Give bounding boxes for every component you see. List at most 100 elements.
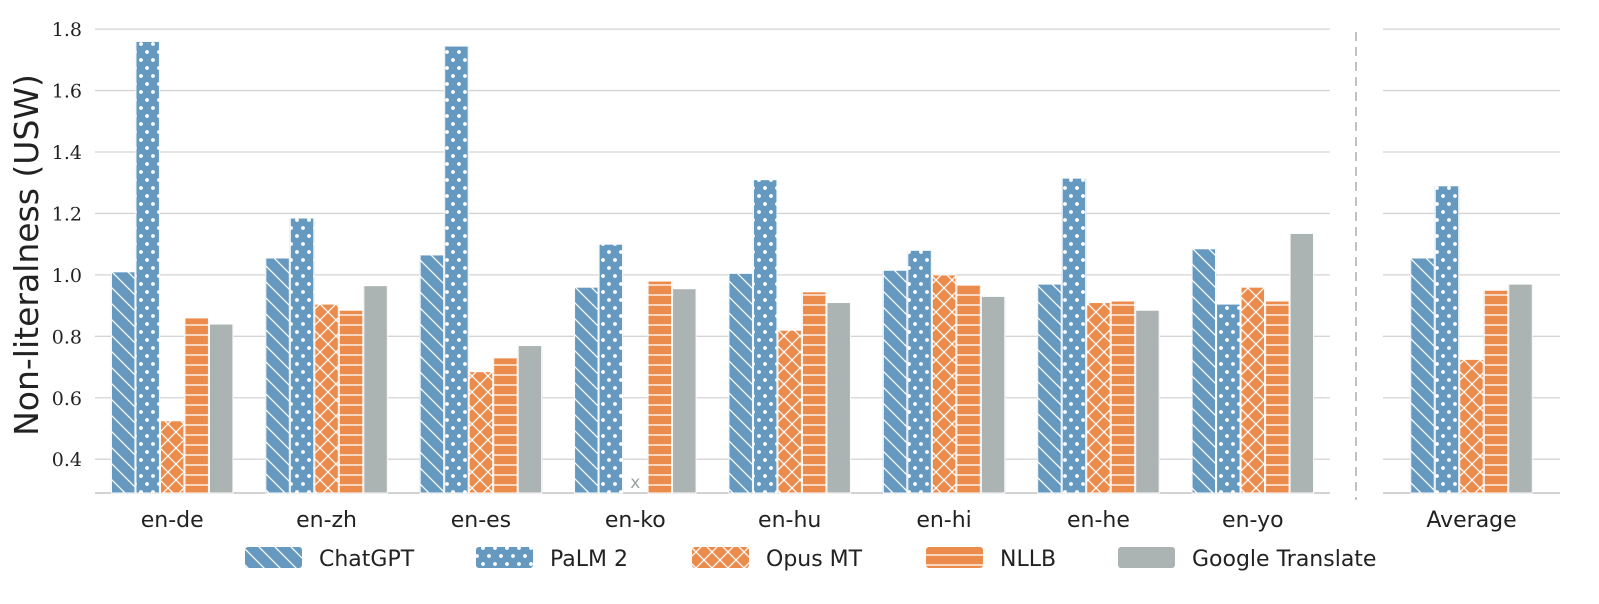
bar-hatch-opus-mt-en-hu xyxy=(777,330,802,493)
bar-hatch-palm-2-en-hi xyxy=(907,250,932,493)
legend-label-opus-mt: Opus MT xyxy=(766,547,863,572)
bar-edge xyxy=(777,329,802,494)
bar-hatch-nllb-en-de xyxy=(184,317,209,493)
bar-edge xyxy=(647,280,673,494)
y-tick-label: 1.4 xyxy=(52,142,82,164)
bar-edge xyxy=(1037,283,1062,494)
bar-edge xyxy=(314,303,339,494)
legend-label-palm-2: PaLM 2 xyxy=(550,547,628,572)
bar-hatch-opus-mt-average xyxy=(1459,359,1484,493)
bar-google-translate-en-ko xyxy=(672,288,697,493)
bar-edge xyxy=(931,274,957,494)
bar-hatch-opus-mt-en-hi xyxy=(931,274,957,493)
x-tick-label: en-yo xyxy=(1222,508,1284,533)
y-tick-label: 0.6 xyxy=(52,388,82,410)
bar-edge xyxy=(1086,302,1111,494)
bar-edge xyxy=(468,371,494,494)
bar-edge xyxy=(826,302,851,494)
bar-hatch-nllb-en-he xyxy=(1110,301,1136,493)
label-layer: 0.4 0.6 0.8 1.0 1.2 1.4 1.6 1.8 en-de en-zh en-es e… xyxy=(52,19,1517,533)
y-tick-label: 1.0 xyxy=(52,265,82,287)
bar-edge xyxy=(265,257,290,494)
legend-label-nllb: NLLB xyxy=(1000,547,1056,572)
bar-edge xyxy=(110,271,136,494)
bar-google-translate-average xyxy=(1508,284,1533,493)
bar-edge xyxy=(1191,248,1217,494)
bar-hatch-nllb-en-es xyxy=(493,357,518,493)
bar-edge xyxy=(1508,283,1533,494)
bar-hatch-nllb-en-yo xyxy=(1265,301,1290,493)
bar-edge xyxy=(1135,309,1160,494)
bar-edge xyxy=(980,295,1006,494)
y-tick-label: 0.4 xyxy=(52,449,82,471)
bar-hatch-chatgpt-en-hi xyxy=(882,270,908,493)
x-tick-label: en-hi xyxy=(916,508,971,533)
bar-google-translate-en-he xyxy=(1135,310,1160,493)
bar-hatch-chatgpt-en-ko xyxy=(574,287,599,493)
bar-hatch-nllb-en-hu xyxy=(801,291,827,493)
missing-value-mark: x xyxy=(630,473,640,493)
bar-hatch-palm-2-average xyxy=(1434,185,1460,493)
bar-edge xyxy=(289,217,315,494)
bar-edge xyxy=(728,272,753,494)
bar-google-translate-en-hu xyxy=(826,302,851,493)
x-tick-label: en-ko xyxy=(605,508,666,533)
bar-edge xyxy=(882,269,908,494)
bar-edge xyxy=(672,288,697,494)
bar-google-translate-en-de xyxy=(208,324,234,493)
bar-google-translate-en-es xyxy=(517,345,543,493)
bar-hatch-nllb-en-hi xyxy=(956,284,981,493)
legend-swatch-google-translate xyxy=(1118,547,1175,568)
bar-hatch-palm-2-en-de xyxy=(135,41,160,494)
y-tick-label: 1.8 xyxy=(52,19,82,41)
bar-edge xyxy=(1265,300,1290,494)
bar-hatch-nllb-en-zh xyxy=(338,310,364,493)
bar-hatch-chatgpt-en-zh xyxy=(265,258,290,493)
bar-hatch-opus-mt-en-zh xyxy=(314,304,339,493)
bar-hatch-opus-mt-en-de xyxy=(159,420,185,493)
bar-edge xyxy=(135,40,160,494)
bar-edge xyxy=(1289,232,1315,494)
y-axis-title: Non-literalness (USW) xyxy=(7,74,46,436)
bar-edge xyxy=(1110,300,1136,494)
bar-edge xyxy=(1483,289,1509,494)
bar-hatch-chatgpt-en-yo xyxy=(1191,248,1217,493)
bar-hatch-palm-2-en-he xyxy=(1061,178,1087,493)
bar-edge xyxy=(419,254,445,494)
x-tick-label-average: Average xyxy=(1426,508,1516,533)
bar-hatch-palm-2-en-ko xyxy=(598,244,624,493)
legend-swatch-hatch-opus-mt xyxy=(692,547,749,568)
bar-edge xyxy=(598,243,624,494)
x-tick-label: en-es xyxy=(451,508,511,533)
y-tick-label: 0.8 xyxy=(52,326,82,348)
legend-label-chatgpt: ChatGPT xyxy=(319,547,415,572)
x-tick-label: en-zh xyxy=(296,508,357,533)
bar-edge xyxy=(907,249,932,494)
bar-hatch-opus-mt-en-he xyxy=(1086,302,1111,493)
bar-layer: x xyxy=(110,40,1533,494)
bar-hatch-chatgpt-average xyxy=(1410,258,1435,493)
bar-hatch-opus-mt-en-yo xyxy=(1240,287,1266,493)
bar-hatch-chatgpt-en-de xyxy=(110,271,136,493)
bar-edge xyxy=(1410,257,1435,494)
legend-label-google-translate: Google Translate xyxy=(1192,547,1376,572)
bar-edge xyxy=(493,357,518,494)
legend: ChatGPT PaLM 2 Opus MT NLLB Google Translate xyxy=(245,547,1376,572)
x-tick-label: en-he xyxy=(1067,508,1130,533)
legend-swatch-hatch-palm-2 xyxy=(476,547,533,568)
bar-hatch-palm-2-en-yo xyxy=(1216,304,1241,493)
bar-google-translate-en-zh xyxy=(363,285,388,493)
bar-edge xyxy=(363,285,388,494)
bar-google-translate-en-hi xyxy=(980,296,1006,493)
bar-hatch-nllb-en-ko xyxy=(647,281,673,493)
bar-hatch-chatgpt-en-hu xyxy=(728,273,753,493)
bar-hatch-palm-2-en-hu xyxy=(752,179,778,493)
bar-edge xyxy=(956,283,981,494)
bar-edge xyxy=(752,179,778,494)
bar-google-translate-en-yo xyxy=(1289,233,1315,493)
bar-hatch-palm-2-en-zh xyxy=(289,218,315,493)
bar-hatch-chatgpt-en-he xyxy=(1037,284,1062,493)
bar-hatch-nllb-average xyxy=(1483,290,1509,493)
y-tick-label: 1.6 xyxy=(52,81,82,103)
